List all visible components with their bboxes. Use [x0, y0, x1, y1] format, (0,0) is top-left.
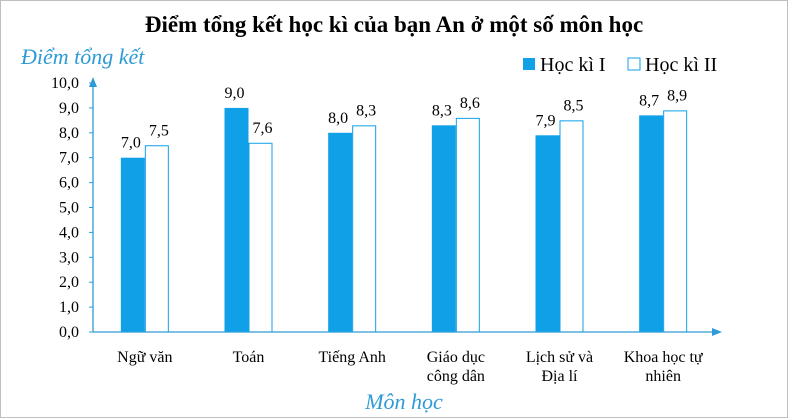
category-label: Ngữ văn	[117, 349, 172, 366]
y-tick-label: 3,0	[59, 249, 79, 266]
y-tick-label: 5,0	[59, 200, 79, 217]
y-axis-label: Điểm tổng kết	[20, 44, 145, 69]
data-label-hoc-ki-1: 7,9	[536, 112, 556, 129]
chart-title: Điểm tổng kết học kì của bạn An ở một số…	[145, 12, 643, 37]
category-label: công dân	[427, 368, 485, 385]
data-label-hoc-ki-2: 7,6	[253, 120, 273, 137]
bar-hoc-ki-1	[639, 115, 664, 333]
data-label-hoc-ki-2: 8,9	[667, 87, 687, 104]
bar-hoc-ki-1	[328, 132, 353, 332]
bar-hoc-ki-1	[535, 135, 560, 332]
bars	[120, 107, 688, 333]
bar-hoc-ki-2	[248, 142, 273, 333]
legend-label-hoc-ki-2: Học kì II	[645, 54, 717, 76]
data-label-hoc-ki-1: 8,7	[639, 92, 659, 109]
legend-swatch-hoc-ki-2	[627, 57, 641, 71]
category-label: Khoa học tự	[624, 349, 704, 366]
data-label-hoc-ki-2: 8,3	[356, 102, 376, 119]
data-label-hoc-ki-2: 7,5	[149, 122, 169, 139]
legend-label-hoc-ki-1: Học kì I	[540, 54, 606, 76]
bar-hoc-ki-2	[455, 117, 480, 333]
data-label-hoc-ki-2: 8,5	[564, 97, 584, 114]
bar-hoc-ki-2	[663, 110, 688, 333]
category-label: Tiếng Anh	[318, 349, 385, 366]
axes	[89, 77, 722, 336]
bar-hoc-ki-2	[559, 120, 584, 333]
y-tick-label: 4,0	[59, 224, 79, 241]
y-tick-label: 6,0	[59, 175, 79, 192]
y-axis-ticks: 0,0 1,0 2,0 3,0 4,0 5,0 6,0 7,0 8,0 9,0 10,0	[51, 75, 93, 341]
category-label: Toán	[233, 349, 265, 366]
bar-hoc-ki-1	[431, 125, 456, 332]
y-tick-label: 0,0	[59, 324, 79, 341]
data-labels: 7,0 7,5 9,0 7,6 8,0 8,3 8,3 8,6 7,9 8,5 8,7 8,9	[121, 85, 687, 152]
category-label: nhiên	[645, 368, 681, 385]
y-tick-label: 10,0	[51, 75, 79, 92]
bar-hoc-ki-2	[144, 145, 169, 333]
category-label: Giáo dục	[427, 349, 485, 366]
bar-hoc-ki-2	[352, 125, 377, 333]
category-labels: Ngữ văn Toán Tiếng Anh Giáo dục công dân Lịch…	[117, 349, 704, 385]
bar-hoc-ki-1	[120, 157, 145, 332]
x-axis-arrow-icon	[712, 328, 722, 336]
y-tick-label: 8,0	[59, 125, 79, 142]
data-label-hoc-ki-1: 7,0	[121, 135, 141, 152]
y-tick-label: 1,0	[59, 299, 79, 316]
data-label-hoc-ki-2: 8,6	[460, 95, 480, 112]
y-tick-label: 2,0	[59, 274, 79, 291]
data-label-hoc-ki-1: 8,0	[328, 110, 348, 127]
y-tick-label: 7,0	[59, 150, 79, 167]
bar-hoc-ki-1	[224, 107, 249, 333]
legend: Học kì I Học kì II	[523, 54, 717, 76]
y-axis-arrow-icon	[89, 77, 97, 87]
data-label-hoc-ki-1: 9,0	[225, 85, 245, 102]
x-axis-label: Môn học	[364, 389, 443, 414]
category-label: Lịch sử và	[526, 349, 593, 366]
data-label-hoc-ki-1: 8,3	[432, 102, 452, 119]
category-label: Địa lí	[542, 368, 579, 385]
legend-swatch-hoc-ki-1	[523, 58, 535, 70]
y-tick-label: 9,0	[59, 100, 79, 117]
